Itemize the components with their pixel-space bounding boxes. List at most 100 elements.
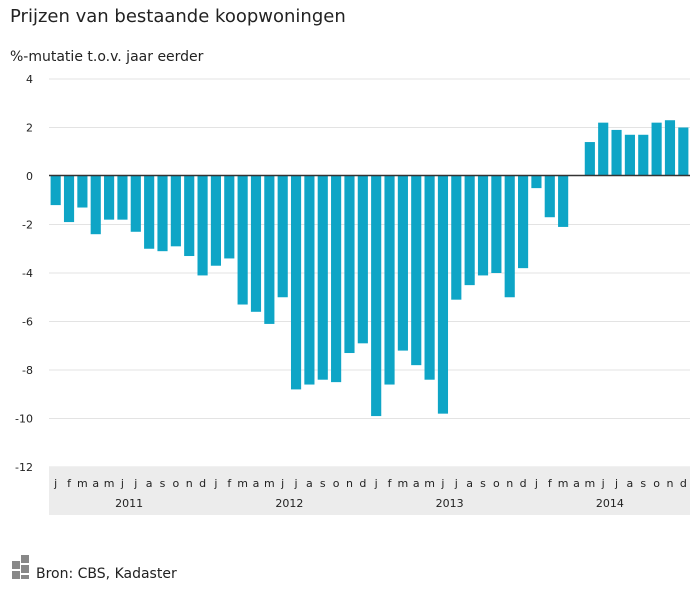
bar	[277, 176, 288, 298]
x-tick-label: a	[466, 477, 473, 490]
bar	[157, 176, 168, 252]
gridlines	[49, 78, 690, 468]
bar	[424, 176, 435, 380]
bar	[584, 142, 595, 176]
bar	[344, 176, 355, 354]
x-tick-label: o	[653, 477, 660, 490]
bar	[411, 176, 422, 366]
source-footer: Bron: CBS, Kadaster	[10, 553, 310, 583]
x-tick-label: f	[227, 477, 232, 490]
x-tick-label: n	[186, 477, 193, 490]
bar	[531, 176, 542, 189]
y-tick-label: -6	[22, 316, 33, 329]
x-axis-band	[49, 467, 690, 515]
y-tick-label: -4	[22, 267, 33, 280]
year-label: 2011	[115, 497, 143, 510]
bar	[197, 176, 208, 276]
x-tick-label: s	[320, 477, 326, 490]
bar	[304, 176, 315, 385]
y-tick-label: 0	[26, 170, 33, 183]
x-tick-label: j	[294, 477, 298, 490]
x-tick-label: a	[413, 477, 420, 490]
bar	[437, 176, 449, 414]
x-tick-label: m	[424, 477, 435, 490]
x-tick-label: m	[77, 477, 88, 490]
x-tick-label: j	[374, 477, 378, 490]
y-tick-label: -2	[22, 219, 33, 232]
x-tick-label: m	[104, 477, 115, 490]
bar	[678, 127, 689, 176]
bar	[144, 176, 155, 249]
bar	[371, 176, 382, 417]
bar	[464, 176, 475, 286]
year-label: 2012	[275, 497, 303, 510]
x-tick-label: f	[548, 477, 553, 490]
x-tick-label: m	[398, 477, 409, 490]
bars	[50, 120, 689, 417]
x-tick-label: f	[67, 477, 72, 490]
year-label: 2014	[596, 497, 624, 510]
x-tick-label: d	[359, 477, 366, 490]
x-tick-label: m	[558, 477, 569, 490]
bar	[104, 176, 115, 220]
x-tick-label: a	[627, 477, 634, 490]
bar	[611, 129, 622, 176]
bar	[544, 176, 555, 218]
x-tick-label: o	[493, 477, 500, 490]
x-tick-label: o	[333, 477, 340, 490]
x-tick-label: n	[346, 477, 353, 490]
x-tick-label: a	[573, 477, 580, 490]
bar	[504, 176, 515, 298]
x-tick-label: s	[640, 477, 646, 490]
bar	[451, 176, 462, 300]
bar	[638, 134, 649, 176]
bar	[170, 176, 181, 247]
chart-subtitle: %-mutatie t.o.v. jaar eerder	[10, 49, 204, 65]
bar	[517, 176, 529, 269]
bar	[651, 122, 662, 176]
bar	[250, 176, 262, 312]
x-tick-label: j	[120, 477, 124, 490]
x-tick-label: j	[614, 477, 618, 490]
x-tick-label: s	[160, 477, 166, 490]
y-tick-label: -8	[22, 364, 33, 377]
bar	[558, 176, 569, 227]
x-tick-label: d	[199, 477, 206, 490]
x-tick-label: j	[133, 477, 137, 490]
x-tick-label: n	[666, 477, 673, 490]
source-text: Bron: CBS, Kadaster	[36, 566, 177, 582]
bar	[90, 176, 101, 235]
x-tick-label: j	[534, 477, 538, 490]
bar	[237, 176, 248, 305]
x-tick-label: o	[172, 477, 179, 490]
bar	[264, 176, 275, 324]
bar	[598, 122, 609, 176]
y-tick-label: 2	[26, 122, 33, 135]
bar	[384, 176, 395, 385]
bar	[224, 176, 235, 259]
x-tick-label: j	[213, 477, 217, 490]
bar	[317, 176, 328, 380]
bar	[664, 120, 676, 176]
bar	[331, 176, 342, 383]
x-tick-label: a	[146, 477, 153, 490]
x-tick-label: j	[440, 477, 444, 490]
bar	[491, 176, 502, 273]
bar	[357, 176, 368, 344]
bar	[77, 176, 88, 208]
x-tick-label: a	[92, 477, 99, 490]
x-tick-label: j	[454, 477, 458, 490]
x-axis-year-labels: 2011 2012 2013 2014	[115, 497, 624, 510]
cbs-logo-icon	[12, 555, 29, 579]
bar	[210, 176, 222, 266]
x-tick-label: n	[506, 477, 513, 490]
bar	[130, 176, 141, 232]
bar	[117, 176, 128, 220]
x-tick-label: m	[264, 477, 275, 490]
x-tick-label: m	[237, 477, 248, 490]
x-tick-label: a	[306, 477, 313, 490]
y-axis-tick-labels: 4 2 0 -2 -4 -6 -8 -10 -12	[15, 73, 33, 474]
y-tick-label: -10	[15, 413, 33, 426]
